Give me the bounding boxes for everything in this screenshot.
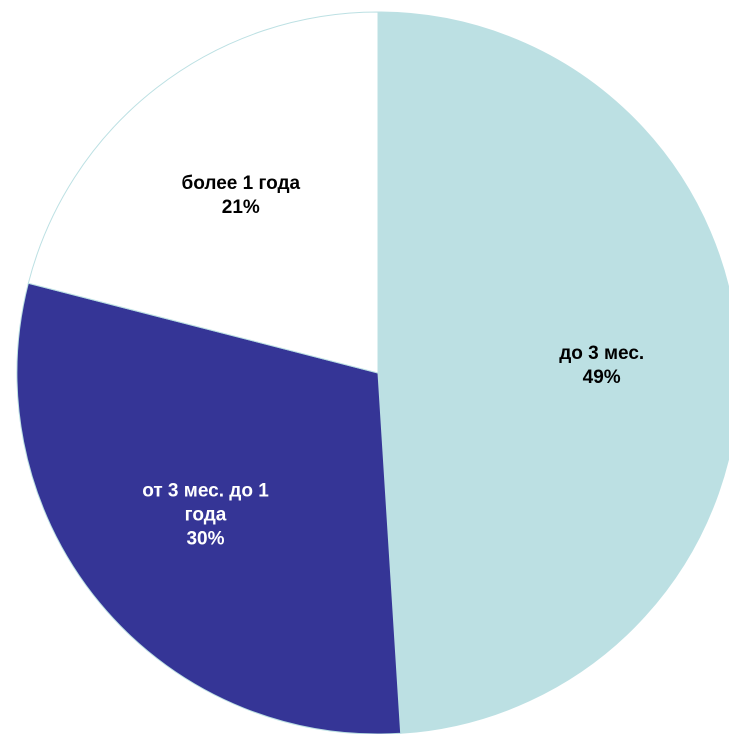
- pie-slice-label-2: более 1 года 21%: [182, 173, 301, 218]
- pie-slice-category: до 3 мес.: [559, 343, 644, 364]
- pie-slice-category: более 1 года: [182, 173, 301, 194]
- pie-slices: [16, 11, 729, 734]
- pie-slice-2: [27, 11, 379, 374]
- pie-labels: до 3 мес. 49% от 3 мес. до 1 года 30% более 1…: [142, 173, 644, 550]
- pie-slice-category: года: [185, 505, 227, 526]
- pie-slice-label-0: до 3 мес. 49%: [559, 343, 644, 388]
- pie-slice-percent: 21%: [222, 197, 260, 218]
- pie-slice-percent: 49%: [583, 367, 621, 388]
- pie-slice-1: [16, 282, 402, 734]
- pie-slice-category: от 3 мес. до 1: [142, 481, 269, 502]
- pie-slice-percent: 30%: [186, 529, 224, 550]
- pie-slice-label-1: от 3 мес. до 1 года 30%: [142, 481, 269, 550]
- pie-slice-0: [377, 11, 729, 734]
